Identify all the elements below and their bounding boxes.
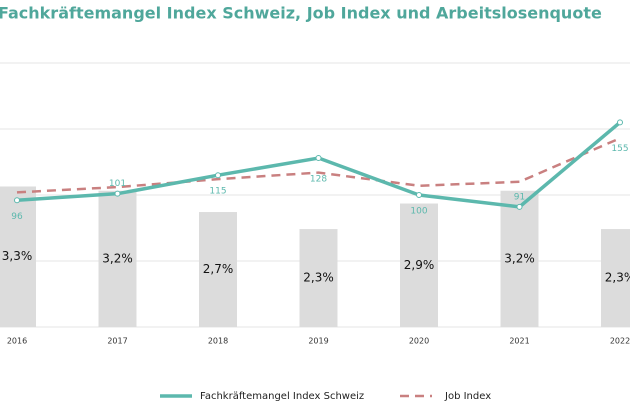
point [516, 203, 523, 210]
bar-label: 3,3% [2, 249, 33, 263]
x-tick-label: 2020 [409, 337, 429, 346]
data-label: 155 [611, 144, 628, 154]
legend-label: Job Index [444, 391, 491, 402]
point [14, 197, 20, 204]
data-label: 101 [109, 179, 126, 189]
bar [500, 190, 539, 327]
x-tick-label: 2021 [509, 337, 529, 346]
data-label: 115 [209, 187, 226, 197]
point [215, 172, 221, 179]
bar [0, 186, 36, 327]
data-label: 128 [310, 175, 327, 185]
legend-label: Fachkräftemangel Index Schweiz [200, 391, 364, 402]
chart-title: Fachkräftemangel Index Schweiz, Job Inde… [0, 4, 602, 23]
x-tick-label: 2018 [208, 337, 228, 346]
bar [299, 229, 338, 327]
x-tick-label: 2019 [308, 337, 328, 346]
bar-label: 2,7% [203, 262, 234, 276]
bar [601, 229, 630, 327]
bar-label: 2,3% [605, 271, 630, 285]
point [315, 155, 322, 162]
x-tick-label: 2016 [7, 337, 27, 346]
bar-label: 3,2% [102, 251, 133, 265]
bar [400, 203, 438, 327]
bar-label: 2,9% [404, 258, 435, 272]
x-tick-label: 2017 [107, 337, 127, 346]
bar [199, 212, 237, 327]
data-label: 91 [514, 192, 525, 202]
series-line [16, 137, 621, 194]
data-label: 96 [11, 212, 23, 222]
bar-label: 2,3% [303, 271, 334, 285]
bar [98, 190, 137, 327]
point [114, 190, 121, 197]
point [416, 192, 422, 198]
data-label: 100 [410, 207, 427, 217]
bar-label: 3,2% [504, 251, 535, 265]
x-tick-label: 2022 [610, 337, 630, 346]
point [617, 119, 623, 126]
